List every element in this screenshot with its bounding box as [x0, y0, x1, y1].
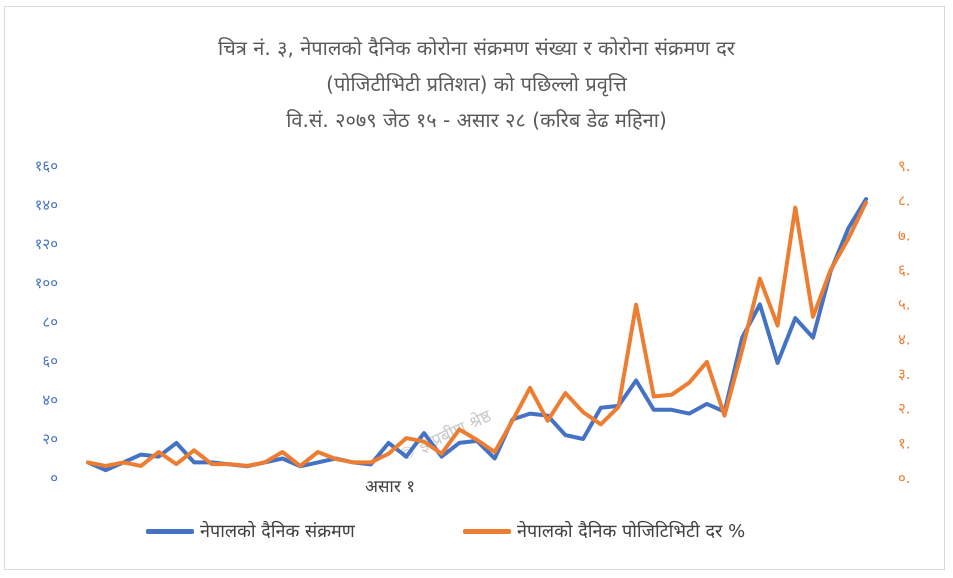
left-tick-label: १०० [35, 274, 58, 292]
right-tick-label: ८. [898, 192, 911, 210]
right-tick-label: १. [898, 434, 911, 452]
left-tick-label: ६० [42, 352, 58, 370]
left-axis-ticks: ० २० ४० ६० ८० १०० १२० १४० १६० [35, 157, 58, 487]
legend-label-infections: नेपालको दैनिक संक्रमण [200, 521, 355, 542]
left-tick-label: ० [50, 469, 58, 487]
left-tick-label: १६० [35, 157, 58, 175]
right-tick-label: ९. [898, 157, 911, 175]
left-tick-label: १४० [35, 196, 58, 214]
legend-item-positivity: नेपालको दैनिक पोजिटिभिटी दर % [463, 519, 745, 543]
right-tick-label: ६. [898, 261, 911, 279]
right-tick-label: ४. [898, 330, 911, 348]
chart-title-line-3: वि.सं. २०७९ जेठ १५ - असार २८ (करिब डेढ म… [286, 108, 667, 132]
left-tick-label: १२० [35, 235, 58, 253]
legend-swatch-positivity [463, 528, 511, 534]
chart-title-line-2: (पोजिटीभिटी प्रतिशत) को पछिल्लो प्रवृत्त… [326, 72, 627, 96]
right-axis-ticks: ०. १. २. ३. ४. ५. ६. ७. ८. ९. [898, 157, 911, 487]
left-tick-label: २० [42, 430, 58, 448]
series-lines [86, 197, 868, 473]
left-tick-label: ८० [42, 313, 58, 331]
right-tick-label: ०. [898, 469, 911, 487]
category-label: असार १ [365, 477, 415, 497]
watermark: © इं प्रबीण श्रेष्ठ [395, 405, 495, 467]
right-tick-label: ३. [898, 365, 911, 383]
left-tick-label: ४० [42, 391, 58, 409]
legend-item-infections: नेपालको दैनिक संक्रमण [146, 519, 355, 543]
right-tick-label: २. [898, 400, 911, 418]
chart-frame [4, 6, 945, 570]
right-tick-label: ७. [898, 226, 911, 244]
series-line-positivity [86, 200, 868, 468]
legend-label-positivity: नेपालको दैनिक पोजिटिभिटी दर % [517, 521, 746, 542]
chart-title-line-1: चित्र नं. ३, नेपालको दैनिक कोरोना संक्रम… [217, 36, 735, 60]
right-tick-label: ५. [898, 296, 911, 314]
legend-swatch-infections [146, 528, 194, 534]
